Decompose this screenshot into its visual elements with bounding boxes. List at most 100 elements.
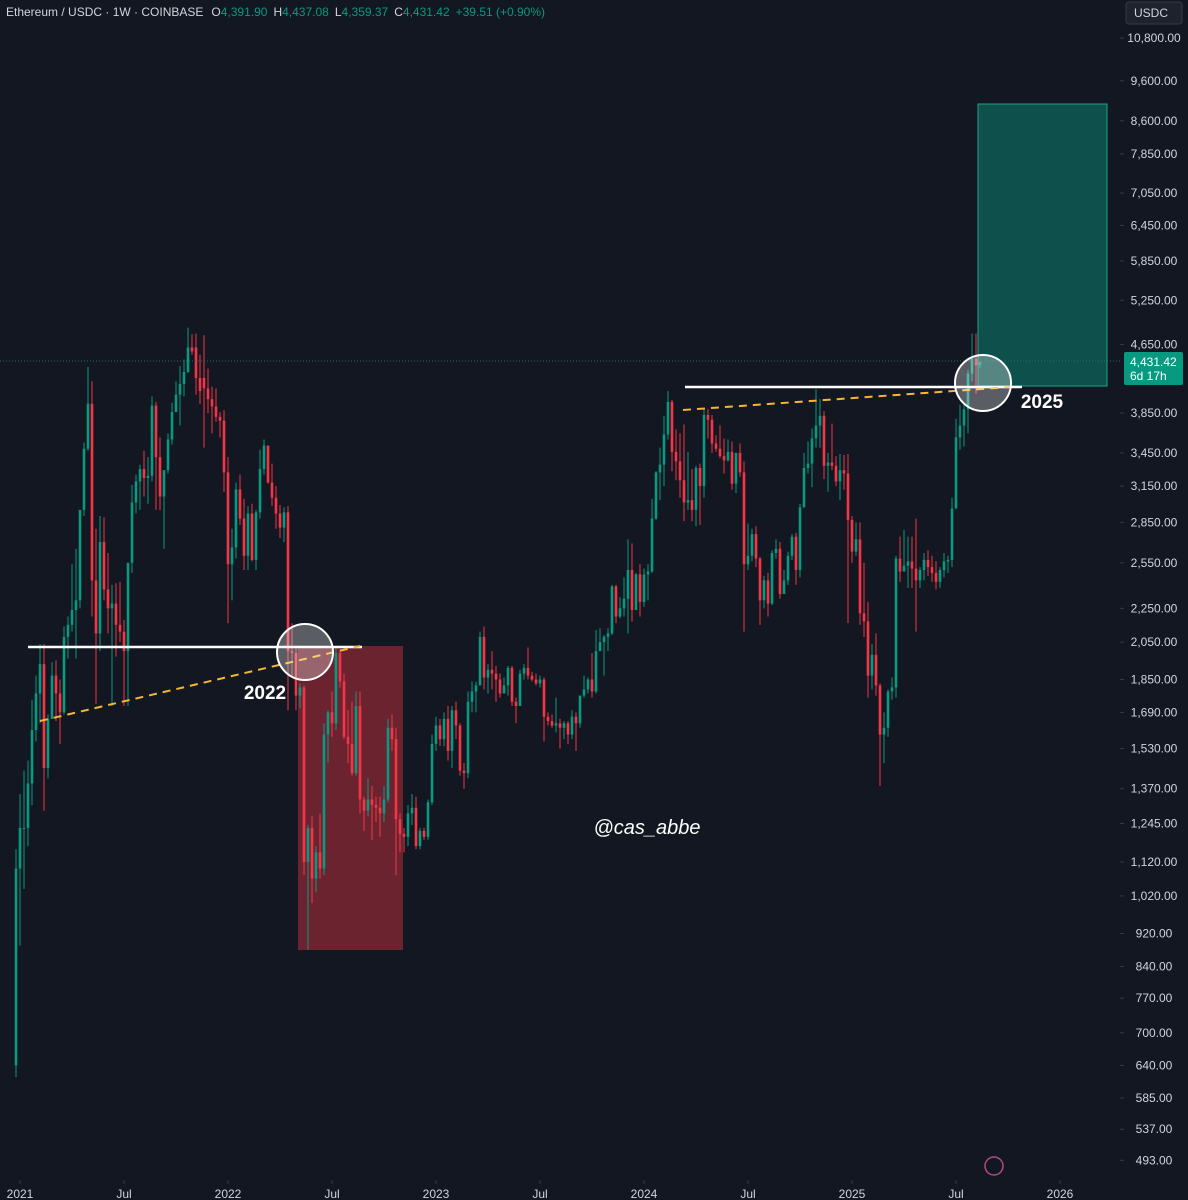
candle-body: [906, 561, 910, 566]
candle-body: [258, 469, 262, 513]
candle-body: [250, 513, 254, 560]
candle-body: [870, 654, 874, 676]
candle-body: [458, 725, 462, 771]
candle-body: [406, 813, 410, 837]
currency-button[interactable]: [1125, 1, 1183, 25]
candle-body: [938, 570, 942, 582]
y-tick-label: 3,450.00: [1131, 446, 1178, 460]
x-tick-label: 2021: [7, 1187, 34, 1200]
candle-body: [370, 799, 374, 805]
candle-body: [710, 419, 714, 444]
candle-body: [198, 377, 202, 392]
y-tick-label: 1,020.00: [1131, 889, 1178, 903]
candle-body: [138, 469, 142, 482]
candle-body: [978, 361, 982, 366]
candle-body: [694, 467, 698, 510]
candle-body: [650, 518, 654, 572]
candle-body: [358, 705, 362, 800]
candle-body: [570, 716, 574, 735]
candle-body: [658, 464, 662, 473]
candle-body: [50, 675, 54, 719]
candle-body: [762, 580, 766, 601]
candle-body: [14, 868, 18, 1066]
candle-body: [86, 403, 90, 449]
candle-body: [918, 570, 922, 581]
candle-body: [474, 685, 478, 692]
candle-body: [862, 613, 866, 622]
candle-body: [350, 743, 354, 774]
annotation: 2025: [1021, 392, 1064, 413]
candle-body: [130, 502, 134, 563]
y-tick-label: 537.00: [1136, 1122, 1173, 1136]
candle-body: [214, 406, 218, 417]
candle-body: [770, 552, 774, 604]
candle-body: [902, 565, 906, 572]
candle-body: [642, 574, 646, 602]
candle-body: [386, 727, 390, 800]
currency[interactable]: USDC: [1134, 6, 1168, 20]
candle-body: [602, 636, 606, 643]
candle-body: [18, 827, 22, 869]
y-tick-label: 6,450.00: [1131, 218, 1178, 232]
candle-body: [874, 654, 878, 686]
candle-body: [30, 730, 34, 784]
candle-body: [382, 799, 386, 814]
candle-body: [430, 743, 434, 803]
candle-body: [794, 536, 798, 571]
candle-body: [734, 452, 738, 484]
candle-body: [606, 633, 610, 637]
candle-body: [62, 636, 66, 713]
ohlc-value: 4,431.42: [403, 5, 450, 19]
candle-body: [858, 539, 862, 614]
candle-body: [366, 799, 370, 811]
icon[interactable]: [984, 1156, 1004, 1176]
candle-body: [490, 669, 494, 674]
candle-body: [566, 723, 570, 735]
candle-body: [594, 651, 598, 692]
candle-body: [538, 679, 542, 684]
candle-body: [774, 548, 778, 553]
x-tick-label: 2022: [215, 1187, 242, 1200]
y-tick-label: 840.00: [1136, 960, 1173, 974]
y-tick-label: 7,850.00: [1131, 147, 1178, 161]
y-tick-label: 4,650.00: [1131, 337, 1178, 351]
candle-body: [346, 736, 350, 744]
y-axis: 493.00 537.00 585.00 640.00 700.00 770.00 840.…: [1120, 31, 1181, 1167]
candle-body: [38, 664, 42, 694]
candle-body: [682, 480, 686, 503]
candle-body: [470, 691, 474, 702]
candle-body: [242, 518, 246, 556]
candle-body: [878, 685, 882, 735]
candle-body: [930, 567, 934, 573]
candle-body: [446, 718, 450, 751]
candle-body: [118, 624, 122, 632]
candle-body: [754, 534, 758, 559]
candle-body: [802, 467, 806, 508]
candle-body: [534, 679, 538, 684]
candle-body: [726, 451, 730, 461]
candle-body: [442, 718, 446, 740]
candle-body: [206, 388, 210, 400]
candle-body: [766, 580, 770, 604]
candle-body: [270, 482, 274, 498]
candle-body: [466, 701, 470, 774]
candle-body: [74, 600, 78, 610]
y-tick-label: 5,250.00: [1131, 293, 1178, 307]
y-tick-label: 1,370.00: [1131, 782, 1178, 796]
candle-body: [454, 710, 458, 726]
candle-body: [450, 710, 454, 751]
candle-body: [638, 574, 642, 602]
candle-body: [634, 574, 638, 610]
x-tick-label: Jul: [324, 1187, 339, 1200]
target-zone: [977, 103, 1108, 387]
candle-body: [498, 679, 502, 694]
candle-body: [722, 456, 726, 461]
ohlc-letter: H: [273, 5, 282, 19]
candle-body: [678, 461, 682, 481]
candle-body: [686, 500, 690, 503]
candle-body: [582, 689, 586, 696]
candle-body: [970, 358, 974, 374]
candle-body: [462, 770, 466, 774]
